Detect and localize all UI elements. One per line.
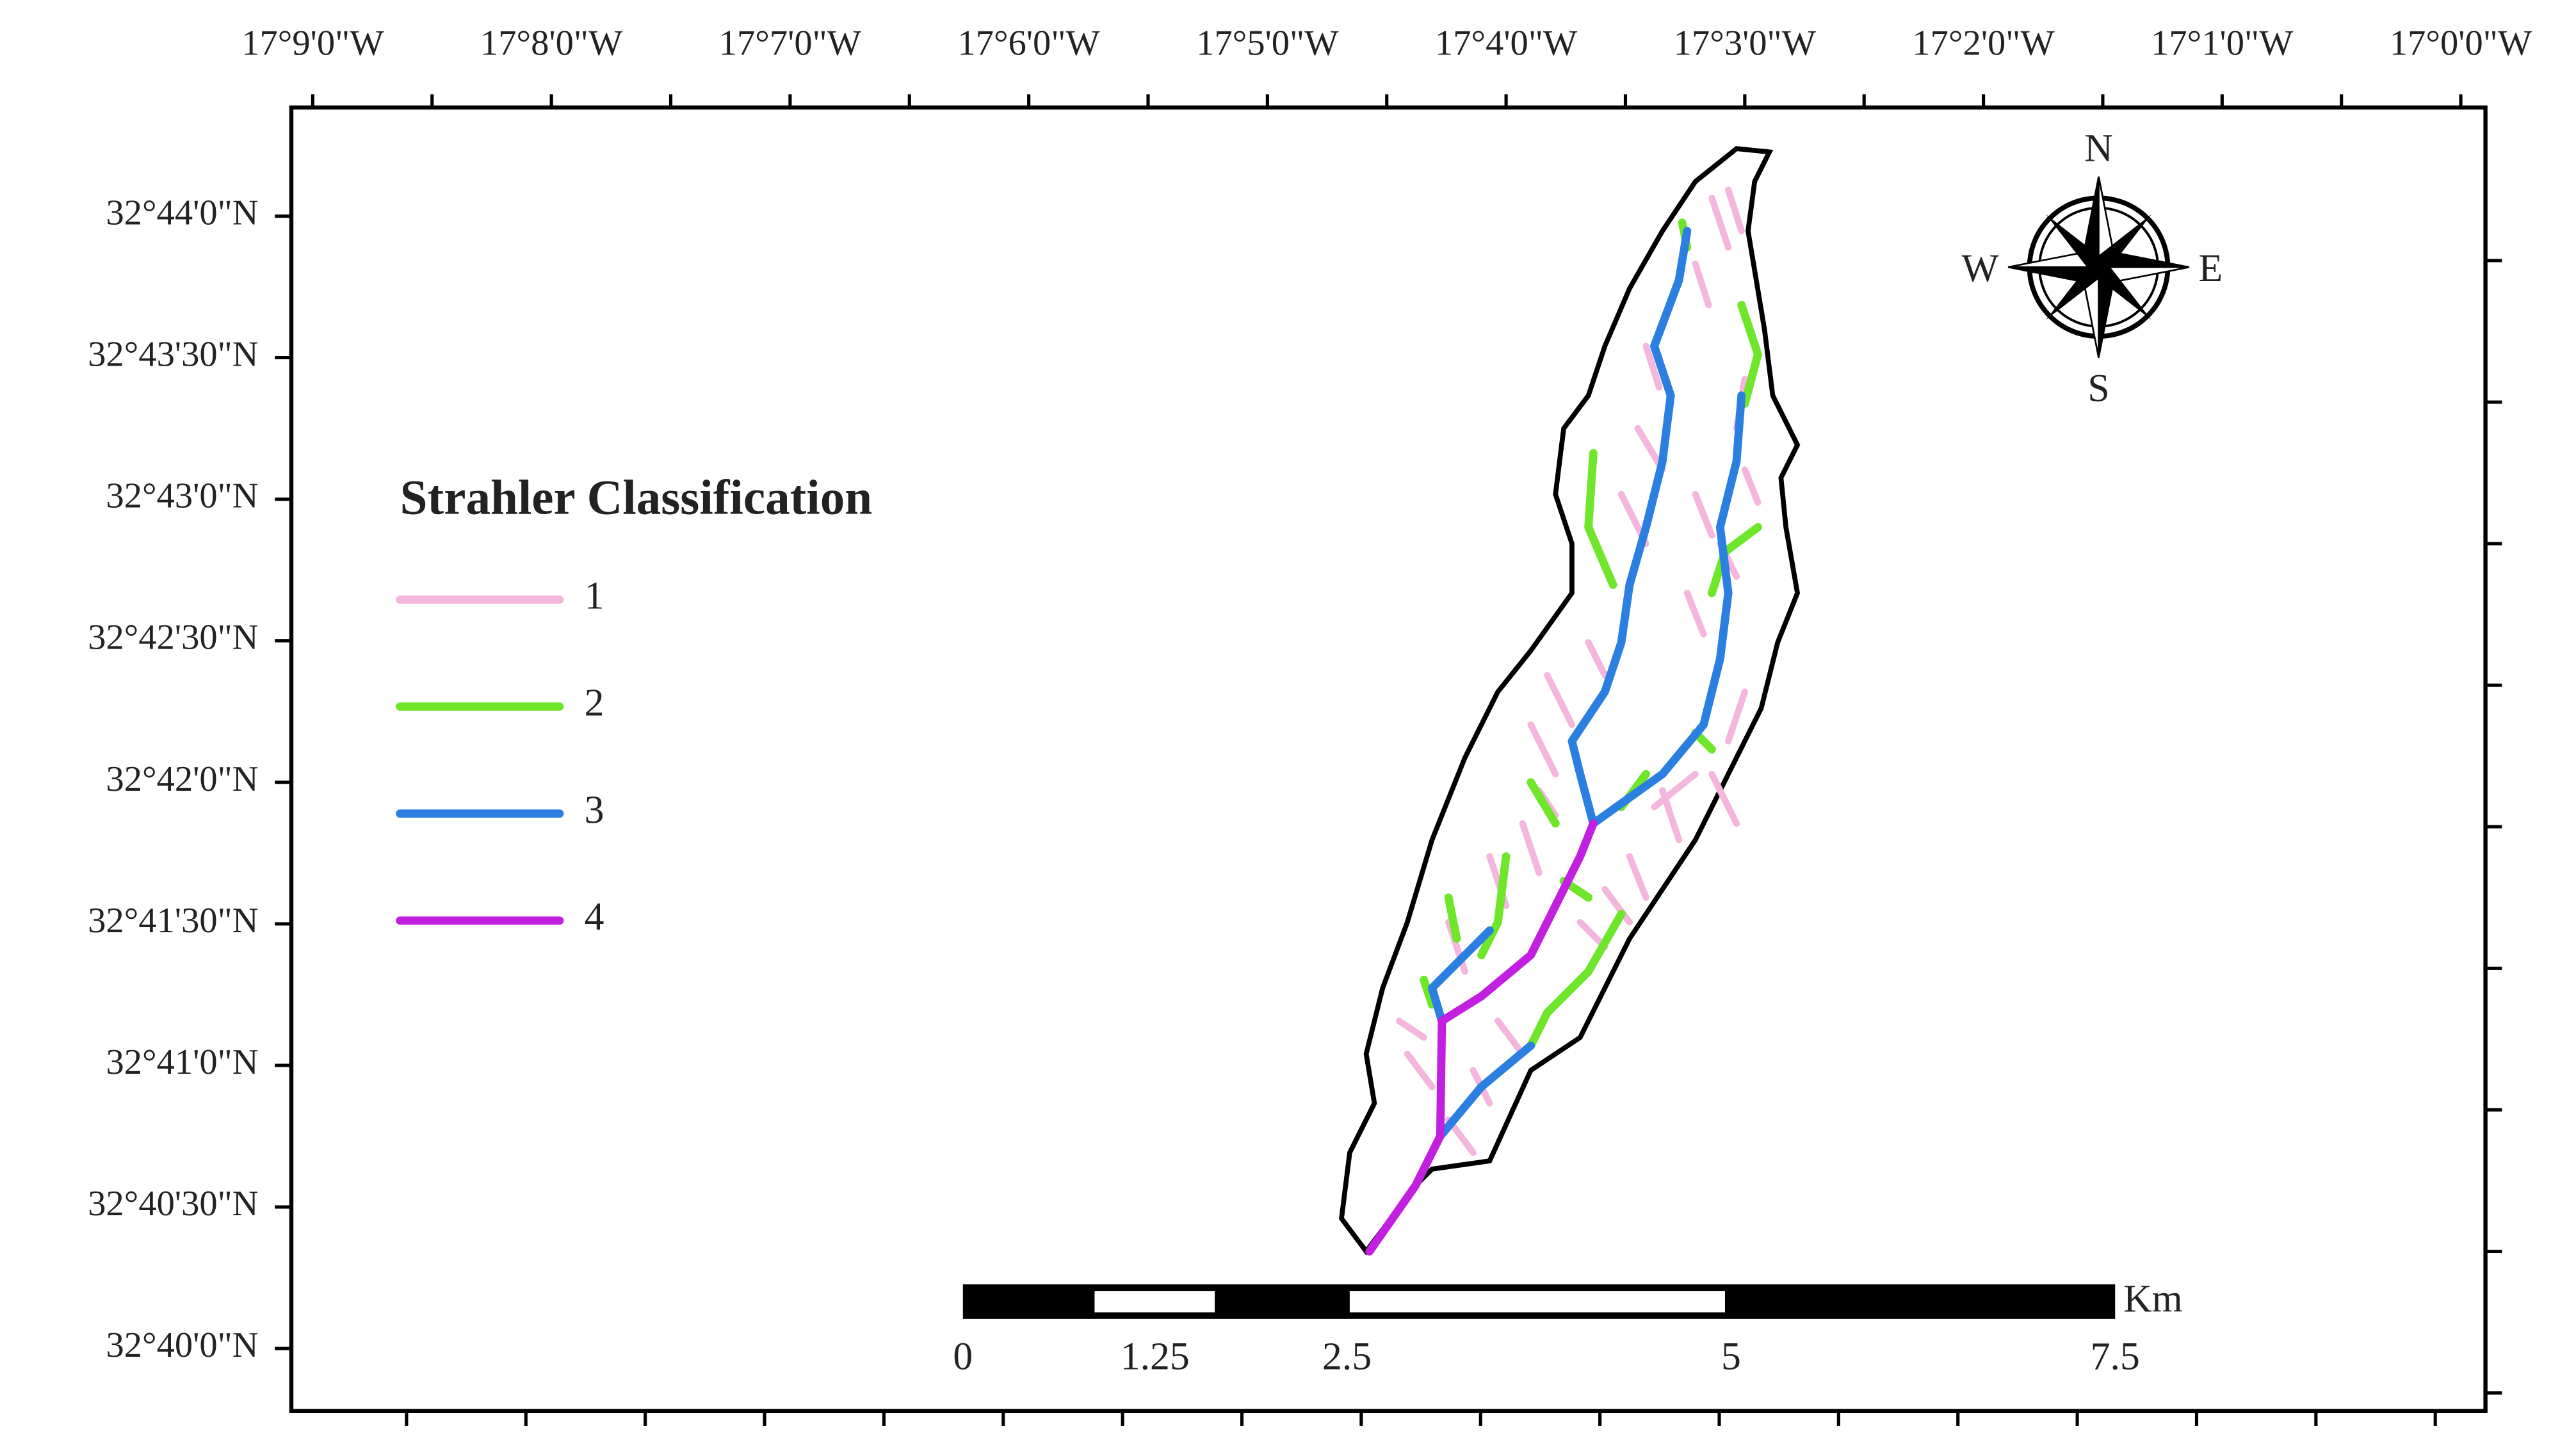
longitude-label: 17°5'0"W bbox=[1196, 24, 1339, 63]
scale-bar-label: 5 bbox=[1721, 1334, 1741, 1378]
stream-order-1 bbox=[1708, 770, 1740, 827]
longitude-label: 17°0'0"W bbox=[2390, 24, 2532, 63]
stream-order-1 bbox=[1601, 886, 1633, 926]
stream-order-1 bbox=[1495, 1017, 1526, 1058]
stream-order-3 bbox=[1428, 926, 1494, 1025]
stream-order-1 bbox=[1642, 343, 1663, 391]
latitude-label: 32°40'0"N bbox=[106, 1325, 258, 1365]
stream-order-1 bbox=[1544, 672, 1576, 729]
longitude-label: 17°7'0"W bbox=[719, 24, 862, 63]
latitude-label: 32°44'0"N bbox=[106, 193, 258, 233]
legend-label: 2 bbox=[585, 681, 604, 725]
longitude-label: 17°9'0"W bbox=[241, 24, 384, 63]
compass-star bbox=[2092, 214, 2151, 274]
longitude-label: 17°8'0"W bbox=[480, 24, 623, 63]
legend: 1 2 3 4 bbox=[396, 574, 604, 939]
legend-label: 3 bbox=[585, 788, 604, 832]
compass-north: N bbox=[2084, 126, 2113, 170]
longitude-label: 17°1'0"W bbox=[2151, 24, 2294, 63]
scale-bar-segment bbox=[1349, 1291, 1725, 1313]
stream-order-1 bbox=[1692, 260, 1712, 309]
stream-order-1 bbox=[1741, 466, 1762, 506]
watershed-boundary bbox=[1339, 146, 1801, 1256]
latitude-label: 32°40'30"N bbox=[88, 1184, 258, 1224]
stream-order-1 bbox=[1692, 490, 1715, 539]
latitude-label: 32°43'30"N bbox=[88, 335, 258, 375]
stream-order-1 bbox=[1724, 688, 1748, 745]
stream-order-1 bbox=[1519, 820, 1543, 877]
latitude-label: 32°42'0"N bbox=[106, 759, 258, 799]
stream-order-2 bbox=[1527, 778, 1560, 828]
stream-order-2 bbox=[1444, 893, 1461, 943]
stream-order-1 bbox=[1585, 639, 1608, 679]
longitude-label: 17°3'0"W bbox=[1674, 24, 1817, 63]
latitude-label: 32°43'0"N bbox=[106, 476, 258, 516]
stream-order-1 bbox=[1708, 195, 1732, 251]
latitude-label: 32°42'30"N bbox=[88, 618, 258, 658]
legend-title: Strahler Classification bbox=[400, 470, 873, 525]
longitude-label: 17°6'0"W bbox=[957, 24, 1100, 63]
frame-ticks bbox=[275, 94, 2502, 1426]
scale-bar-labels: 0 1.25 2.5 5 7.5 bbox=[953, 1334, 2139, 1378]
scale-bar-label: 1.25 bbox=[1121, 1334, 1190, 1378]
stream-order-1 bbox=[1404, 1050, 1436, 1090]
compass-star bbox=[2046, 214, 2105, 274]
stream-order-2 bbox=[1737, 300, 1763, 408]
stream-order-3 bbox=[1589, 391, 1746, 828]
legend-label: 1 bbox=[585, 574, 604, 618]
compass-south: S bbox=[2087, 367, 2109, 410]
compass-star bbox=[2092, 260, 2151, 320]
longitude-label: 17°2'0"W bbox=[1912, 24, 2055, 63]
legend-label: 4 bbox=[585, 895, 604, 939]
scale-bar: Km bbox=[962, 1277, 2183, 1320]
stream-order-1 bbox=[1527, 721, 1559, 778]
scale-bar-label: 2.5 bbox=[1322, 1334, 1372, 1378]
stream-order-1 bbox=[1651, 770, 1699, 811]
scale-bar-segment bbox=[1094, 1291, 1215, 1313]
stream-order-2 bbox=[1584, 449, 1617, 589]
stream-network bbox=[1365, 186, 1763, 1256]
stream-order-1 bbox=[1395, 1017, 1427, 1041]
latitude-label: 32°41'0"N bbox=[106, 1042, 258, 1082]
scale-bar-unit: Km bbox=[2123, 1277, 2183, 1320]
stream-order-3 bbox=[1567, 227, 1692, 828]
stream-order-1 bbox=[1724, 186, 1745, 234]
compass-east: E bbox=[2198, 247, 2223, 290]
latitude-label: 32°41'30"N bbox=[88, 901, 258, 941]
coordinate-labels: 32°44'0"N32°43'30"N32°43'0"N32°42'30"N32… bbox=[88, 24, 2532, 1365]
longitude-label: 17°4'0"W bbox=[1435, 24, 1578, 63]
map-frame bbox=[289, 105, 2488, 1414]
compass-star bbox=[2046, 260, 2105, 320]
scale-bar-label: 0 bbox=[953, 1334, 973, 1378]
stream-order-4 bbox=[1365, 819, 1598, 1256]
scale-bar-label: 7.5 bbox=[2091, 1334, 2140, 1378]
compass-rose: N S E W bbox=[1961, 126, 2223, 410]
stream-order-2 bbox=[1527, 910, 1626, 1050]
stream-order-2 bbox=[1477, 852, 1511, 960]
stream-order-1 bbox=[1626, 853, 1649, 901]
stream-order-1 bbox=[1683, 590, 1707, 638]
stream-order-3 bbox=[1436, 1041, 1535, 1140]
stream-order-2 bbox=[1420, 975, 1436, 1009]
compass-west: W bbox=[1961, 247, 1999, 290]
